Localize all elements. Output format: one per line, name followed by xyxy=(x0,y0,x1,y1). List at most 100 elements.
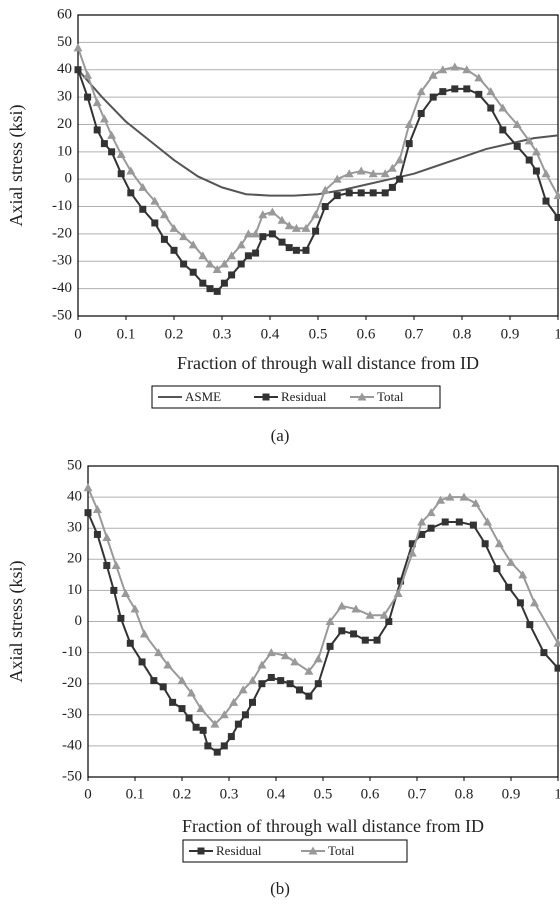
data-point xyxy=(471,498,481,507)
data-point xyxy=(481,540,489,548)
data-point xyxy=(220,742,228,750)
data-point xyxy=(427,524,435,532)
data-point xyxy=(408,540,416,548)
data-point xyxy=(524,136,534,145)
data-point xyxy=(418,530,426,538)
legend-marker xyxy=(197,847,205,855)
data-point xyxy=(206,285,214,293)
x-tick-label: 0.4 xyxy=(267,786,286,802)
data-point xyxy=(463,85,471,93)
data-point xyxy=(138,182,148,191)
y-tick-label: -50 xyxy=(52,307,72,323)
data-point xyxy=(219,710,229,719)
data-point xyxy=(257,660,267,669)
legend-label: ASME xyxy=(185,389,221,404)
data-point xyxy=(169,223,179,232)
data-point xyxy=(186,688,196,697)
x-tick-label: 0.5 xyxy=(314,786,333,802)
data-point xyxy=(397,577,405,585)
data-point xyxy=(150,196,160,205)
data-point xyxy=(110,586,118,594)
data-point xyxy=(121,589,131,598)
data-point xyxy=(241,711,249,719)
data-point xyxy=(102,533,112,542)
data-point xyxy=(188,240,198,249)
data-point xyxy=(302,246,310,254)
data-point xyxy=(198,251,208,260)
y-tick-label: 10 xyxy=(67,582,82,598)
data-point xyxy=(93,530,101,538)
data-point xyxy=(350,630,358,638)
data-point xyxy=(381,189,389,197)
data-point xyxy=(429,93,437,101)
data-point xyxy=(407,548,417,557)
data-point xyxy=(248,676,257,685)
data-point xyxy=(213,748,221,756)
data-point xyxy=(138,658,146,666)
data-point xyxy=(487,104,495,112)
y-tick-label: -30 xyxy=(52,253,72,269)
x-tick-label: 1 xyxy=(554,786,560,802)
data-point xyxy=(229,697,239,706)
legend-marker xyxy=(262,393,270,401)
data-point xyxy=(199,726,207,734)
data-point xyxy=(321,203,329,211)
data-point xyxy=(428,70,438,79)
legend-marker xyxy=(357,392,367,401)
data-point xyxy=(417,110,425,118)
data-point xyxy=(277,215,287,224)
data-point xyxy=(532,167,540,175)
data-point xyxy=(518,570,528,579)
data-point xyxy=(416,87,426,96)
data-point xyxy=(139,205,147,213)
data-point xyxy=(74,66,82,74)
data-point xyxy=(351,604,361,613)
data-point xyxy=(312,227,320,235)
data-point xyxy=(213,287,221,295)
y-tick-label: 40 xyxy=(57,61,72,77)
data-point xyxy=(204,742,212,750)
data-point xyxy=(296,686,303,694)
data-point xyxy=(108,148,116,156)
x-tick-label: 0 xyxy=(74,326,82,342)
x-tick-label: 0.4 xyxy=(261,326,280,342)
data-point xyxy=(505,583,513,591)
y-tick-label: -40 xyxy=(62,737,82,753)
data-point xyxy=(92,505,102,514)
data-point xyxy=(493,565,501,573)
data-point xyxy=(305,692,313,700)
x-tick-label: 0.9 xyxy=(502,786,521,802)
data-point xyxy=(159,683,167,691)
x-tick-label: 0.2 xyxy=(165,326,184,342)
data-point xyxy=(379,610,389,619)
x-axis-label: Fraction of through wall distance from I… xyxy=(182,816,484,836)
data-point xyxy=(210,719,220,728)
legend-label: Residual xyxy=(216,843,262,858)
data-point xyxy=(320,185,330,194)
data-point xyxy=(345,189,353,197)
legend-label: Residual xyxy=(281,389,327,404)
data-point xyxy=(486,87,496,96)
y-tick-label: 20 xyxy=(67,551,82,567)
data-point xyxy=(290,657,300,666)
data-point xyxy=(243,229,253,238)
data-point xyxy=(280,651,290,660)
data-point xyxy=(244,252,252,260)
data-point xyxy=(286,680,294,688)
x-tick-label: 0.3 xyxy=(213,326,232,342)
data-point xyxy=(99,114,109,123)
data-point xyxy=(83,70,93,79)
x-tick-label: 0.5 xyxy=(309,326,328,342)
data-point xyxy=(387,163,397,172)
data-point xyxy=(266,648,276,657)
data-point xyxy=(291,223,301,232)
data-point xyxy=(267,673,275,681)
data-point xyxy=(385,618,393,625)
data-point xyxy=(395,155,405,164)
data-point xyxy=(344,169,354,178)
data-point xyxy=(542,197,550,205)
data-point xyxy=(237,260,245,268)
y-tick-label: -20 xyxy=(62,675,82,691)
data-point xyxy=(439,88,447,96)
